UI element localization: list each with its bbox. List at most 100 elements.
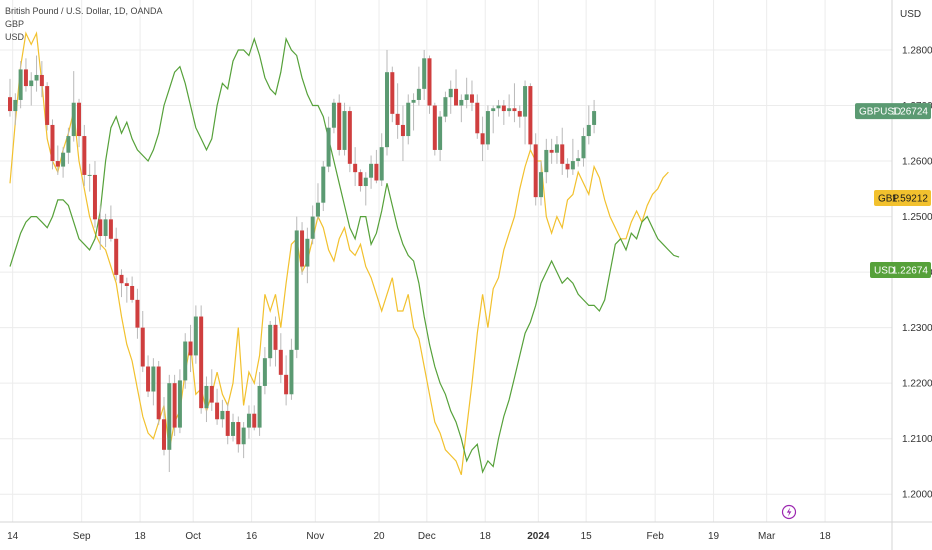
candle[interactable] — [353, 147, 358, 187]
candle[interactable] — [231, 413, 236, 442]
candle[interactable] — [34, 55, 39, 92]
candle[interactable] — [268, 320, 273, 367]
candle[interactable] — [539, 161, 543, 206]
candle[interactable] — [416, 66, 421, 106]
candle[interactable] — [50, 119, 55, 170]
candle[interactable] — [252, 405, 257, 431]
candle[interactable] — [523, 80, 528, 145]
candle[interactable] — [528, 83, 533, 150]
candle[interactable] — [140, 310, 145, 373]
candle[interactable] — [92, 161, 97, 228]
candle[interactable] — [342, 102, 347, 156]
candle[interactable] — [98, 205, 103, 250]
candle[interactable] — [586, 105, 591, 145]
series-line-usd[interactable] — [9, 36, 680, 474]
candle[interactable] — [400, 105, 405, 162]
candle[interactable] — [321, 161, 326, 212]
candle[interactable] — [130, 276, 135, 303]
candle[interactable] — [411, 93, 416, 131]
candle[interactable] — [496, 99, 501, 117]
candle[interactable] — [13, 93, 18, 125]
candle[interactable] — [278, 333, 283, 384]
candle[interactable] — [422, 49, 427, 100]
candle[interactable] — [390, 66, 395, 123]
candle[interactable] — [236, 416, 241, 453]
candle[interactable] — [475, 94, 480, 139]
candle[interactable] — [225, 402, 230, 445]
candle[interactable] — [172, 374, 177, 436]
candle[interactable] — [517, 105, 522, 128]
candle[interactable] — [448, 80, 453, 114]
candle[interactable] — [135, 288, 140, 339]
candle[interactable] — [114, 227, 119, 281]
candle[interactable] — [188, 324, 193, 373]
symbol-title[interactable]: British Pound / U.S. Dollar, 1D, OANDA — [5, 6, 163, 16]
candle[interactable] — [284, 355, 289, 406]
candle[interactable] — [560, 127, 565, 175]
candle[interactable] — [480, 116, 485, 162]
candle[interactable] — [331, 98, 336, 134]
candle[interactable] — [507, 94, 512, 117]
candle[interactable] — [406, 94, 411, 145]
candle[interactable] — [501, 99, 506, 125]
candle[interactable] — [215, 388, 220, 425]
candle[interactable] — [358, 169, 363, 192]
candle[interactable] — [177, 369, 182, 434]
candle[interactable] — [289, 338, 294, 400]
candle[interactable] — [438, 111, 443, 162]
candle[interactable] — [156, 360, 161, 425]
time-scale[interactable]: 14 Sep 18 Oct 16 Nov 20 Dec 18 2024 15 Feb 19 Mar 18 — [7, 531, 831, 542]
candle[interactable] — [443, 91, 448, 123]
series-line-gbp[interactable] — [9, 31, 669, 476]
candle[interactable] — [262, 347, 267, 395]
currency-label[interactable]: USD — [900, 9, 921, 20]
candle[interactable] — [512, 83, 517, 123]
candle[interactable] — [363, 172, 368, 206]
candle[interactable] — [204, 376, 209, 423]
candle[interactable] — [459, 94, 464, 123]
candle[interactable] — [257, 372, 262, 436]
legend-usd[interactable]: USD — [5, 32, 25, 42]
candle[interactable] — [66, 127, 71, 164]
candle[interactable] — [469, 80, 474, 112]
candle[interactable] — [87, 163, 92, 192]
candle[interactable] — [209, 369, 214, 411]
candle[interactable] — [464, 77, 469, 109]
candle[interactable] — [347, 106, 352, 173]
lightning-icon[interactable] — [781, 504, 797, 520]
candle[interactable] — [103, 213, 108, 248]
candle[interactable] — [544, 138, 549, 184]
candle[interactable] — [161, 397, 166, 456]
candle[interactable] — [39, 61, 44, 98]
candle[interactable] — [533, 133, 538, 206]
candle[interactable] — [576, 149, 581, 167]
candle[interactable] — [432, 102, 437, 156]
candle[interactable] — [71, 71, 76, 142]
candle[interactable] — [454, 69, 459, 106]
candle[interactable] — [374, 149, 379, 184]
candle[interactable] — [273, 316, 278, 367]
candle[interactable] — [554, 136, 559, 164]
candle[interactable] — [246, 405, 251, 439]
legend-gbp[interactable]: GBP — [5, 19, 25, 29]
candle[interactable] — [570, 138, 575, 175]
candle[interactable] — [23, 58, 28, 92]
candle[interactable] — [124, 277, 129, 303]
candle[interactable] — [146, 355, 151, 398]
candle[interactable] — [108, 205, 113, 242]
candle[interactable] — [55, 145, 60, 175]
candle[interactable] — [82, 124, 87, 187]
candle[interactable] — [305, 227, 310, 284]
candle[interactable] — [29, 72, 34, 106]
candle[interactable] — [294, 216, 299, 359]
candle[interactable] — [549, 138, 554, 164]
candle[interactable] — [8, 78, 12, 117]
candle[interactable] — [315, 183, 320, 220]
candle[interactable] — [427, 55, 432, 114]
candle[interactable] — [485, 105, 490, 150]
candle[interactable] — [77, 98, 82, 148]
candle[interactable] — [18, 61, 23, 109]
candle[interactable] — [199, 305, 204, 414]
candle[interactable] — [45, 82, 50, 131]
